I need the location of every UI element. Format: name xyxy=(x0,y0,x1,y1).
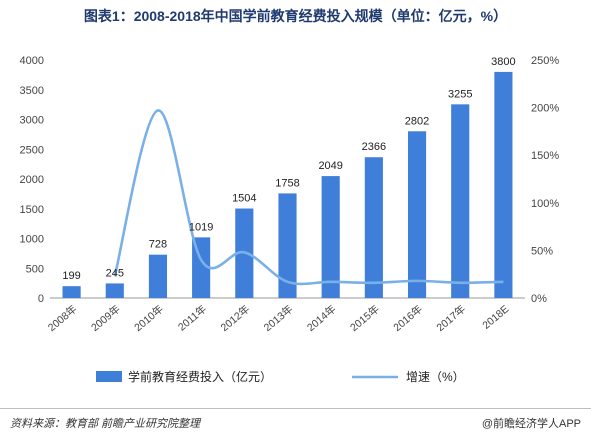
bar-data-label: 2366 xyxy=(362,141,386,153)
bar xyxy=(148,254,168,298)
footer-divider xyxy=(0,408,591,409)
x-tick-label: 2018E xyxy=(480,303,511,332)
chart-title: 图表1：2008-2018年中国学前教育经费投入规模（单位：亿元，%） xyxy=(83,8,508,24)
legend-bar-label: 学前教育经费投入（亿元） xyxy=(128,369,272,384)
bar xyxy=(321,176,340,298)
x-tick-label: 2016年 xyxy=(391,302,425,334)
bar-data-label: 2049 xyxy=(318,160,342,172)
legend-line-label: 增速（%） xyxy=(406,370,465,384)
x-tick-label: 2015年 xyxy=(347,302,381,334)
x-tick-label: 2014年 xyxy=(304,302,338,334)
y-left-tick-label: 2500 xyxy=(20,144,44,156)
bar xyxy=(494,71,513,299)
bar-data-label: 728 xyxy=(149,239,167,251)
bar xyxy=(105,283,124,298)
brand-credit: @前瞻经济学人APP xyxy=(481,418,581,430)
y-left-tick-label: 1000 xyxy=(20,234,44,246)
bar xyxy=(364,157,383,298)
y-left-tick-label: 4000 xyxy=(20,55,44,67)
bar-data-label: 2802 xyxy=(405,115,429,127)
x-tick-label: 2013年 xyxy=(261,302,295,334)
y-left-tick-label: 1500 xyxy=(20,204,44,216)
y-right-tick-label: 100% xyxy=(531,198,559,210)
y-right-tick-label: 150% xyxy=(531,150,559,162)
y-right-tick-label: 250% xyxy=(531,55,559,67)
x-tick-label: 2009年 xyxy=(88,302,122,334)
bar-data-label: 1019 xyxy=(189,221,213,233)
bar-data-label: 1504 xyxy=(232,193,256,205)
bar xyxy=(62,286,81,298)
bar xyxy=(451,104,470,298)
y-right-tick-label: 200% xyxy=(531,103,559,115)
bar-data-label: 245 xyxy=(106,267,124,279)
bar-data-label: 3800 xyxy=(491,56,515,68)
y-left-tick-label: 500 xyxy=(26,263,44,275)
x-tick-label: 2012年 xyxy=(218,302,252,334)
bar xyxy=(278,193,297,298)
y-left-tick-label: 3500 xyxy=(20,85,44,97)
legend-bar-swatch xyxy=(96,371,122,382)
y-left-tick-label: 2000 xyxy=(20,174,44,186)
x-tick-label: 2011年 xyxy=(175,302,209,333)
bar-data-label: 1758 xyxy=(275,177,299,189)
y-left-tick-label: 3000 xyxy=(20,115,44,127)
bar xyxy=(407,131,427,298)
y-left-tick-label: 0 xyxy=(38,293,44,305)
bar-data-label: 199 xyxy=(62,270,80,282)
growth-rate-line xyxy=(113,109,504,286)
y-right-tick-label: 50% xyxy=(531,245,553,257)
bar-data-label: 3255 xyxy=(448,88,472,100)
x-tick-label: 2010年 xyxy=(132,302,166,334)
y-right-tick-label: 0% xyxy=(531,293,547,305)
source-note: 资料来源：教育部 前瞻产业研究院整理 xyxy=(10,418,201,430)
x-tick-label: 2008年 xyxy=(45,302,79,334)
x-tick-label: 2017年 xyxy=(434,302,468,334)
